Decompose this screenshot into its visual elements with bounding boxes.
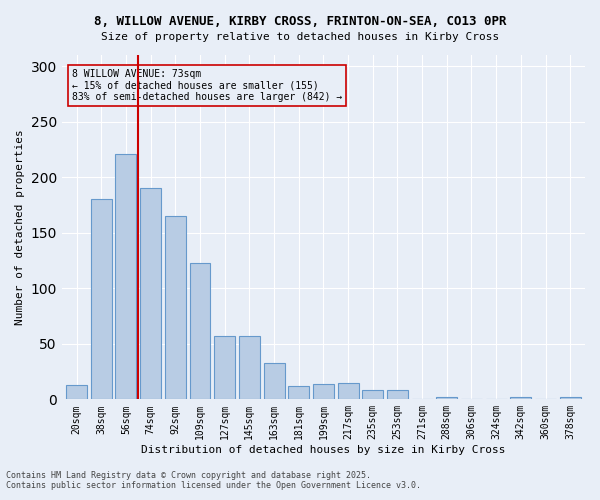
Text: Contains HM Land Registry data © Crown copyright and database right 2025.
Contai: Contains HM Land Registry data © Crown c… [6,470,421,490]
Bar [140,188,161,400]
Text: 8, WILLOW AVENUE, KIRBY CROSS, FRINTON-ON-SEA, CO13 0PR: 8, WILLOW AVENUE, KIRBY CROSS, FRINTON-O… [94,15,506,28]
Bar [91,200,112,400]
Bar [263,362,284,400]
Bar [214,336,235,400]
Text: Size of property relative to detached houses in Kirby Cross: Size of property relative to detached ho… [101,32,499,42]
Bar [313,384,334,400]
Text: 8 WILLOW AVENUE: 73sqm
← 15% of detached houses are smaller (155)
83% of semi-de: 8 WILLOW AVENUE: 73sqm ← 15% of detached… [72,69,343,102]
Bar [338,382,359,400]
Bar [190,262,211,400]
X-axis label: Distribution of detached houses by size in Kirby Cross: Distribution of detached houses by size … [141,445,506,455]
Bar [511,397,532,400]
Bar [362,390,383,400]
Bar [239,336,260,400]
Bar [560,397,581,400]
Bar [387,390,408,400]
Bar [165,216,186,400]
Y-axis label: Number of detached properties: Number of detached properties [15,130,25,325]
Bar [436,397,457,400]
Bar [66,385,87,400]
Bar [115,154,136,400]
Bar [288,386,309,400]
